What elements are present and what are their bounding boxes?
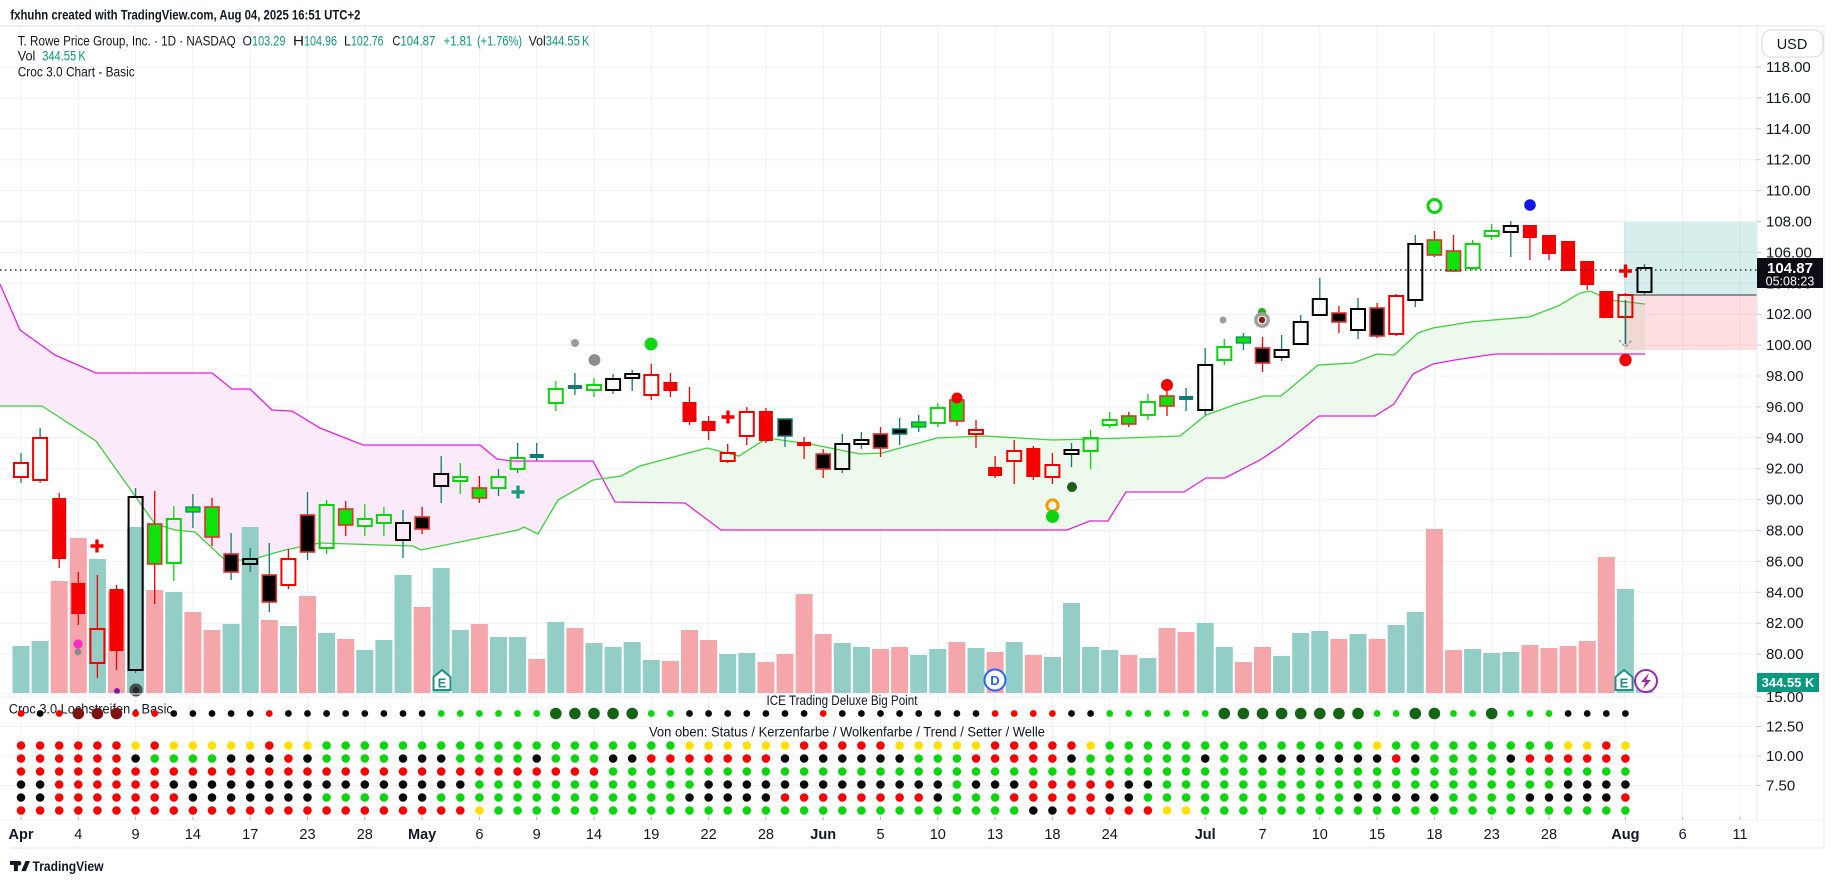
- svg-text:104.96: 104.96: [304, 34, 337, 49]
- svg-text:5: 5: [876, 827, 884, 843]
- svg-text:10: 10: [930, 827, 946, 843]
- svg-text:Croc 3.0 Lochstreifen - Basic: Croc 3.0 Lochstreifen - Basic: [9, 702, 173, 717]
- svg-text:17: 17: [242, 827, 258, 843]
- svg-text:82.00: 82.00: [1766, 615, 1804, 632]
- svg-text:344.55 K: 344.55 K: [42, 49, 86, 64]
- svg-text:19: 19: [643, 827, 659, 843]
- svg-text:104.87: 104.87: [400, 34, 435, 49]
- svg-text:7: 7: [1258, 827, 1266, 843]
- svg-text:L: L: [344, 34, 351, 49]
- svg-text:10: 10: [1312, 827, 1328, 843]
- svg-text:C: C: [392, 34, 400, 49]
- svg-text:Croc 3.0 Chart - Basic: Croc 3.0 Chart - Basic: [18, 64, 135, 79]
- svg-text:14: 14: [586, 827, 602, 843]
- svg-text:100.00: 100.00: [1766, 337, 1812, 354]
- svg-text:11: 11: [1732, 827, 1747, 843]
- svg-text:18: 18: [1426, 827, 1442, 843]
- svg-text:TradingView: TradingView: [33, 858, 104, 874]
- svg-text:H: H: [293, 34, 304, 49]
- svg-text:May: May: [408, 827, 436, 843]
- svg-text:Apr: Apr: [9, 827, 34, 843]
- svg-text:Jun: Jun: [810, 827, 836, 843]
- svg-text:4: 4: [74, 827, 82, 843]
- svg-text:92.00: 92.00: [1766, 461, 1804, 478]
- svg-text:Jul: Jul: [1195, 827, 1216, 843]
- svg-text:fxhuhn created with TradingVie: fxhuhn created with TradingView.com, Aug…: [10, 7, 360, 23]
- svg-text:10.00: 10.00: [1766, 748, 1804, 765]
- svg-text:Vol: Vol: [18, 49, 36, 64]
- svg-text:344.55 K: 344.55 K: [1762, 675, 1815, 690]
- svg-text:ICE Trading Deluxe Big Point: ICE Trading Deluxe Big Point: [767, 692, 918, 708]
- svg-text:Von oben: Status / Kerzenfarbe: Von oben: Status / Kerzenfarbe / Wolkenf…: [649, 724, 1045, 740]
- svg-text:108.00: 108.00: [1766, 214, 1812, 231]
- svg-text:102.76: 102.76: [351, 34, 384, 49]
- svg-text:13: 13: [987, 827, 1003, 843]
- svg-text:88.00: 88.00: [1766, 523, 1804, 540]
- svg-text:80.00: 80.00: [1766, 646, 1804, 663]
- svg-text:104.87: 104.87: [1767, 260, 1813, 277]
- svg-text:94.00: 94.00: [1766, 430, 1804, 447]
- svg-text:24: 24: [1102, 827, 1118, 843]
- svg-text:15.00: 15.00: [1766, 689, 1804, 706]
- svg-text:28: 28: [758, 827, 774, 843]
- svg-text:114.00: 114.00: [1766, 121, 1811, 138]
- svg-text:344.55 K: 344.55 K: [546, 34, 590, 49]
- svg-text:18: 18: [1044, 827, 1060, 843]
- svg-text:6: 6: [1679, 827, 1687, 843]
- svg-text:Vol: Vol: [529, 34, 546, 49]
- svg-text:84.00: 84.00: [1766, 584, 1804, 601]
- svg-text:23: 23: [299, 827, 315, 843]
- svg-text:T. Rowe Price Group, Inc. · 1D: T. Rowe Price Group, Inc. · 1D · NASDAQ: [18, 34, 236, 49]
- svg-text:22: 22: [701, 827, 717, 843]
- svg-text:12.50: 12.50: [1766, 719, 1804, 736]
- svg-text:15: 15: [1369, 827, 1385, 843]
- svg-text:106.00: 106.00: [1766, 244, 1812, 261]
- svg-text:96.00: 96.00: [1766, 399, 1804, 416]
- svg-text:86.00: 86.00: [1766, 553, 1804, 570]
- svg-text:103.29: 103.29: [252, 34, 285, 49]
- svg-text:+1.81: +1.81: [444, 34, 473, 49]
- svg-text:9: 9: [132, 827, 140, 843]
- svg-text:23: 23: [1484, 827, 1500, 843]
- svg-text:98.00: 98.00: [1766, 368, 1804, 385]
- svg-text:28: 28: [1541, 827, 1557, 843]
- svg-text:6: 6: [475, 827, 483, 843]
- svg-text:Aug: Aug: [1611, 827, 1639, 843]
- svg-text:O: O: [243, 34, 253, 49]
- svg-text:112.00: 112.00: [1766, 152, 1811, 169]
- svg-text:E: E: [1620, 676, 1629, 691]
- svg-text:USD: USD: [1777, 37, 1808, 53]
- svg-text:(+1.76%): (+1.76%): [477, 34, 522, 49]
- svg-text:110.00: 110.00: [1766, 183, 1811, 200]
- svg-text:102.00: 102.00: [1766, 306, 1812, 323]
- svg-text:90.00: 90.00: [1766, 492, 1804, 509]
- svg-text:118.00: 118.00: [1766, 59, 1811, 76]
- svg-text:14: 14: [185, 827, 201, 843]
- svg-text:116.00: 116.00: [1766, 90, 1811, 107]
- svg-text:7.50: 7.50: [1766, 778, 1795, 795]
- svg-text:9: 9: [533, 827, 541, 843]
- svg-text:05:08:23: 05:08:23: [1766, 275, 1815, 289]
- svg-text:D: D: [990, 673, 999, 688]
- svg-text:28: 28: [357, 827, 373, 843]
- svg-text:E: E: [438, 676, 447, 691]
